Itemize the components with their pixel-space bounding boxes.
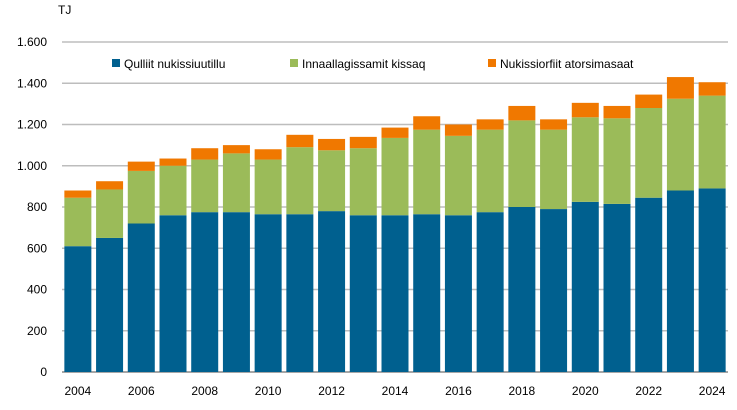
bar-2004-series-1: [64, 197, 92, 247]
legend-label: Qulliit nukissiuutillu: [124, 57, 225, 71]
bar-2016-series-0: [444, 215, 472, 372]
x-tick-label: 2016: [445, 384, 472, 398]
bar-2007-series-1: [159, 165, 187, 216]
bar-2017-series-2: [476, 119, 504, 130]
bar-2010-series-0: [254, 214, 282, 372]
x-tick-label: 2014: [382, 384, 409, 398]
y-axis-label: TJ: [58, 3, 71, 17]
bar-2020-series-0: [571, 201, 599, 372]
bar-2004-series-2: [64, 190, 92, 198]
bar-2005-series-2: [96, 181, 124, 190]
bar-2010-series-2: [254, 149, 282, 160]
y-tick-label: 400: [27, 283, 47, 297]
bar-2017-series-0: [476, 212, 504, 372]
legend: Qulliit nukissiuutillu Innaallagissamit k…: [112, 57, 634, 71]
bar-2017-series-1: [476, 129, 504, 213]
x-tick-label: 2022: [635, 384, 662, 398]
y-tick-labels: 0 200 400 600 800 1.000 1.200 1.400 1.600: [17, 35, 47, 379]
bar-2009-series-2: [222, 145, 250, 154]
bar-2014-series-2: [381, 127, 409, 138]
bar-2021-series-2: [603, 105, 631, 119]
bar-2004-series-0: [64, 246, 92, 372]
bar-2006-series-2: [127, 161, 155, 171]
bar-2022-series-1: [635, 108, 663, 198]
bar-2022-series-2: [635, 94, 663, 108]
bar-2011-series-2: [286, 134, 314, 148]
bar-2019-series-0: [540, 209, 568, 372]
bar-2022-series-0: [635, 197, 663, 372]
bar-2021-series-0: [603, 203, 631, 372]
bar-2014-series-0: [381, 215, 409, 372]
bar-2011-series-1: [286, 147, 314, 215]
bar-2015-series-2: [413, 116, 441, 130]
y-tick-label: 1.000: [17, 159, 47, 173]
bar-2008-series-2: [191, 148, 219, 160]
y-tick-label: 1.200: [17, 118, 47, 132]
y-tick-label: 600: [27, 241, 47, 255]
bar-2008-series-1: [191, 159, 219, 213]
bar-2024-series-2: [698, 82, 726, 96]
bar-2012-series-2: [318, 138, 346, 151]
y-tick-label: 200: [27, 324, 47, 338]
bar-2021-series-1: [603, 118, 631, 204]
bar-2016-series-2: [444, 124, 472, 136]
bar-2019-series-1: [540, 129, 568, 210]
x-tick-label: 2012: [318, 384, 345, 398]
bar-2024-series-0: [698, 188, 726, 372]
bar-2016-series-1: [444, 135, 472, 216]
bar-2008-series-0: [191, 212, 219, 372]
bar-2013-series-2: [349, 136, 377, 149]
bar-2012-series-0: [318, 211, 346, 372]
y-tick-label: 1.400: [17, 76, 47, 90]
x-tick-label: 2018: [509, 384, 536, 398]
bar-2014-series-1: [381, 137, 409, 216]
x-tick-label: 2020: [572, 384, 599, 398]
bar-2015-series-1: [413, 129, 441, 215]
bar-2020-series-2: [571, 102, 599, 118]
bar-2023-series-0: [666, 190, 694, 372]
x-tick-label: 2024: [699, 384, 726, 398]
x-tick-label: 2006: [128, 384, 155, 398]
bar-2010-series-1: [254, 159, 282, 215]
bar-2005-series-1: [96, 189, 124, 238]
legend-swatch: [488, 59, 496, 67]
bar-2011-series-0: [286, 214, 314, 372]
y-tick-label: 1.600: [17, 35, 47, 49]
bar-2009-series-1: [222, 153, 250, 213]
bar-2007-series-0: [159, 215, 187, 372]
bar-2018-series-2: [508, 105, 536, 121]
bar-2006-series-0: [127, 223, 155, 372]
bar-2020-series-1: [571, 117, 599, 202]
x-tick-label: 2010: [255, 384, 282, 398]
bar-2023-series-1: [666, 98, 694, 191]
bar-2023-series-2: [666, 77, 694, 99]
bar-2007-series-2: [159, 158, 187, 166]
bar-2018-series-0: [508, 207, 536, 372]
y-tick-label: 0: [40, 365, 47, 379]
legend-swatch: [290, 59, 298, 67]
bar-2019-series-2: [540, 119, 568, 130]
bar-2024-series-1: [698, 95, 726, 189]
y-tick-label: 800: [27, 200, 47, 214]
legend-label: Nukissiorfiit atorsimasaat: [500, 57, 634, 71]
bar-2018-series-1: [508, 120, 536, 207]
bar-2013-series-1: [349, 148, 377, 216]
x-tick-labels: 2004 2006 2008 2010 2012 2014 2016 2018 2020 2022…: [65, 384, 726, 398]
bar-2012-series-1: [318, 150, 346, 212]
bars: [64, 77, 726, 372]
bar-2009-series-0: [222, 212, 250, 372]
bar-2013-series-0: [349, 215, 377, 372]
legend-swatch: [112, 59, 120, 67]
bar-2006-series-1: [127, 170, 155, 224]
x-tick-label: 2008: [191, 384, 218, 398]
bar-2015-series-0: [413, 214, 441, 372]
legend-label: Innaallagissamit kissaq: [302, 57, 425, 71]
bar-2005-series-0: [96, 237, 124, 372]
x-tick-label: 2004: [65, 384, 92, 398]
